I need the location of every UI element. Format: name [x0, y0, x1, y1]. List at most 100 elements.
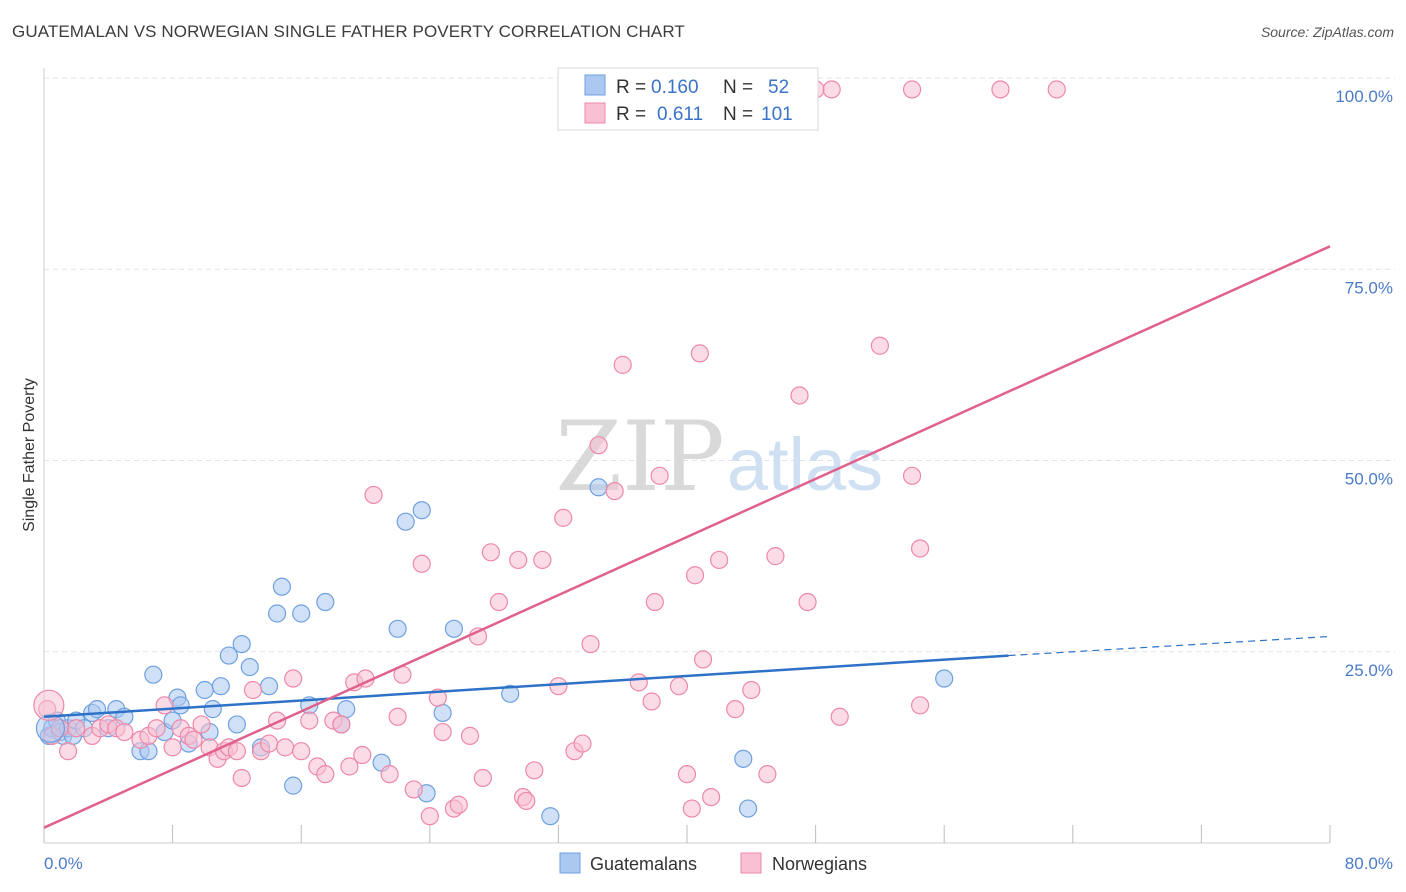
bottom-legend-swatch-guatemalans	[559, 852, 581, 874]
legend-r-label-2: R =	[616, 104, 646, 125]
norwegian-point-45	[404, 780, 423, 799]
guatemalan-point-51	[738, 799, 758, 818]
norwegian-point-100	[902, 80, 922, 99]
norwegian-point-66	[581, 634, 600, 654]
norwegian-point-9	[115, 722, 134, 742]
data-points	[33, 80, 1066, 826]
guatemalan-point-22	[195, 680, 214, 700]
norwegian-point-57	[509, 550, 528, 570]
norwegian-point-12	[147, 719, 166, 738]
guatemalan-point-27	[227, 715, 246, 734]
norwegian-point-67	[589, 436, 608, 455]
norwegian-point-90	[830, 707, 849, 726]
norwegian-point-76	[682, 799, 701, 818]
norwegian-point-85	[766, 547, 785, 566]
guatemalan-point-31	[259, 677, 279, 696]
norwegian-point-43	[388, 707, 407, 726]
norwegian-point-17	[184, 730, 203, 749]
norwegian-point-84	[758, 765, 777, 784]
norwegian-point-61	[533, 550, 552, 570]
guatemalan-point-25	[211, 677, 230, 696]
guatemalan-point-33	[272, 577, 292, 596]
grid-lines	[44, 77, 1395, 653]
norwegian-point-46	[412, 554, 431, 573]
norwegian-point-59	[517, 791, 536, 811]
guatemalan-point-32	[267, 604, 287, 623]
norwegian-point-32	[300, 711, 319, 730]
norwegian-point-56	[489, 592, 509, 612]
guatemalan-point-34	[284, 776, 303, 795]
norwegian-point-48	[428, 688, 447, 707]
norwegian-point-51	[449, 795, 468, 814]
norwegian-point-52	[460, 726, 480, 746]
norwegian-point-13	[155, 696, 174, 715]
norwegian-point-34	[316, 765, 335, 784]
norwegian-point-42	[380, 765, 399, 784]
norwegian-point-71	[642, 692, 661, 711]
norwegian-point-87	[798, 592, 817, 612]
guatemalan-point-26	[219, 646, 238, 665]
bottom-legend: Guatemalans Norwegians	[559, 852, 867, 874]
norwegian-point-62	[549, 677, 568, 696]
norwegian-point-82	[726, 700, 745, 719]
guatemalan-point-10	[87, 700, 107, 719]
norwegian-cluster-point	[33, 689, 65, 721]
guatemalan-point-24	[203, 700, 222, 719]
norwegian-point-92	[902, 466, 922, 485]
guatemalan-point-46	[444, 619, 464, 638]
norwegian-point-63	[554, 508, 573, 527]
guatemalan-point-42	[396, 512, 415, 531]
trend-lines	[43, 245, 1331, 829]
legend: R = 0.160 N = 52 R = 0.611 N = 101	[557, 67, 819, 131]
guatemalan-point-37	[316, 592, 335, 612]
norwegian-point-77	[685, 566, 705, 585]
guatemalan-point-41	[388, 619, 407, 638]
legend-r-value-2: 0.611	[657, 104, 703, 125]
norwegian-trend-line	[43, 245, 1331, 829]
norwegian-point-23	[227, 742, 246, 761]
norwegian-point-65	[573, 734, 592, 753]
bottom-legend-label-guatemalans: Guatemalans	[590, 854, 697, 874]
norwegian-point-3	[59, 742, 78, 761]
chart-title: GUATEMALAN VS NORWEGIAN SINGLE FATHER PO…	[12, 22, 685, 41]
legend-n-value-2: 101	[761, 104, 793, 125]
norwegian-point-83	[742, 680, 761, 700]
x-tick-label-min: 0.0%	[44, 854, 83, 873]
guatemalan-trend-line	[43, 654, 1009, 719]
y-axis-title: Single Father Poverty	[21, 378, 38, 532]
norwegian-point-72	[645, 592, 664, 612]
norwegian-point-74	[669, 677, 689, 696]
norwegian-point-60	[525, 761, 544, 780]
legend-r-label-1: R =	[616, 77, 646, 98]
guatemalan-point-52	[935, 669, 954, 688]
guatemalan-point-47	[501, 684, 520, 703]
norwegian-point-47	[420, 807, 439, 826]
norwegian-point-96	[1047, 80, 1066, 99]
legend-n-label-1: N =	[723, 77, 753, 98]
norwegian-point-68	[605, 482, 624, 501]
norwegian-point-70	[629, 673, 648, 692]
norwegian-point-30	[284, 669, 303, 688]
watermark-zip: ZIP	[555, 401, 724, 513]
norwegian-point-24	[232, 768, 251, 788]
norwegian-point-36	[332, 715, 351, 734]
bottom-legend-swatch-norwegians	[740, 852, 762, 874]
legend-swatch-norwegians	[584, 102, 606, 124]
norwegian-point-37	[340, 757, 359, 776]
norwegian-point-75	[677, 765, 697, 784]
norwegian-point-81	[710, 550, 729, 570]
x-tick-label-max: 80.0%	[1345, 854, 1393, 873]
guatemalan-point-50	[734, 749, 753, 768]
norwegian-point-31	[292, 742, 311, 761]
norwegian-point-25	[243, 680, 263, 700]
norwegian-point-27	[259, 734, 279, 753]
guatemalan-point-20	[171, 696, 190, 715]
guatemalan-trend-extension	[1008, 635, 1331, 657]
norwegian-point-49	[433, 722, 452, 742]
norwegian-point-95	[991, 80, 1010, 99]
norwegian-point-89	[822, 80, 841, 99]
watermark-atlas: atlas	[727, 423, 883, 506]
norwegian-point-73	[650, 466, 669, 485]
norwegian-point-94	[910, 696, 930, 715]
